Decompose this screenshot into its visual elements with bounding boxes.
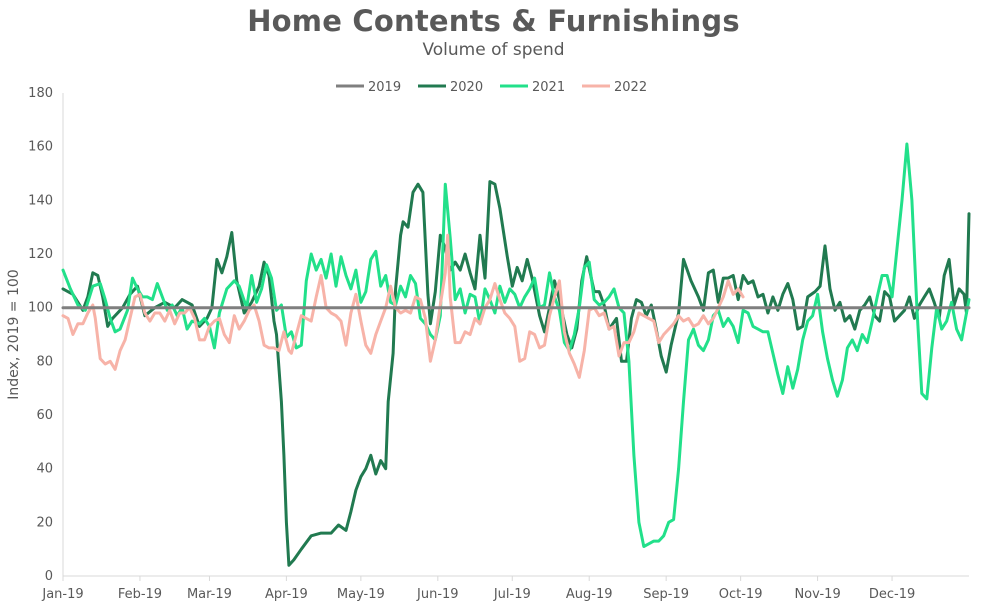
x-tick-label: Jun-19 (416, 587, 459, 602)
chart-title: Home Contents & Furnishings (247, 4, 740, 38)
legend-label-2020: 2020 (450, 80, 483, 95)
y-axis-title: Index, 2019 = 100 (6, 269, 22, 399)
y-tick-label: 160 (28, 140, 53, 155)
x-tick-label: Aug-19 (566, 587, 613, 602)
y-tick-label: 120 (28, 247, 53, 262)
x-tick-label: Feb-19 (118, 587, 162, 602)
y-tick-label: 80 (36, 354, 53, 369)
y-tick-label: 20 (36, 515, 53, 530)
x-tick-label: Jan-19 (41, 587, 83, 602)
series-line-2020 (61, 180, 971, 567)
legend-label-2021: 2021 (532, 80, 565, 95)
series-line-2021 (61, 142, 971, 548)
y-tick-label: 180 (28, 86, 53, 101)
series-line-2022 (61, 233, 745, 379)
x-tick-label: Dec-19 (869, 587, 915, 602)
chart-subtitle: Volume of spend (422, 40, 565, 60)
y-tick-label: 60 (36, 408, 53, 423)
x-tick-label: May-19 (337, 587, 385, 602)
x-tick-label: Apr-19 (265, 587, 308, 602)
x-tick-label: Oct-19 (719, 587, 763, 602)
y-tick-label: 0 (45, 569, 53, 584)
legend-label-2022: 2022 (614, 80, 647, 95)
y-tick-label: 140 (28, 193, 53, 208)
x-tick-label: Sep-19 (643, 587, 689, 602)
x-tick-label: Nov-19 (794, 587, 840, 602)
x-tick-label: Jul-19 (493, 587, 531, 602)
y-tick-label: 40 (36, 462, 53, 477)
x-tick-label: Mar-19 (187, 587, 232, 602)
legend-label-2019: 2019 (368, 80, 401, 95)
y-tick-label: 100 (28, 301, 53, 316)
